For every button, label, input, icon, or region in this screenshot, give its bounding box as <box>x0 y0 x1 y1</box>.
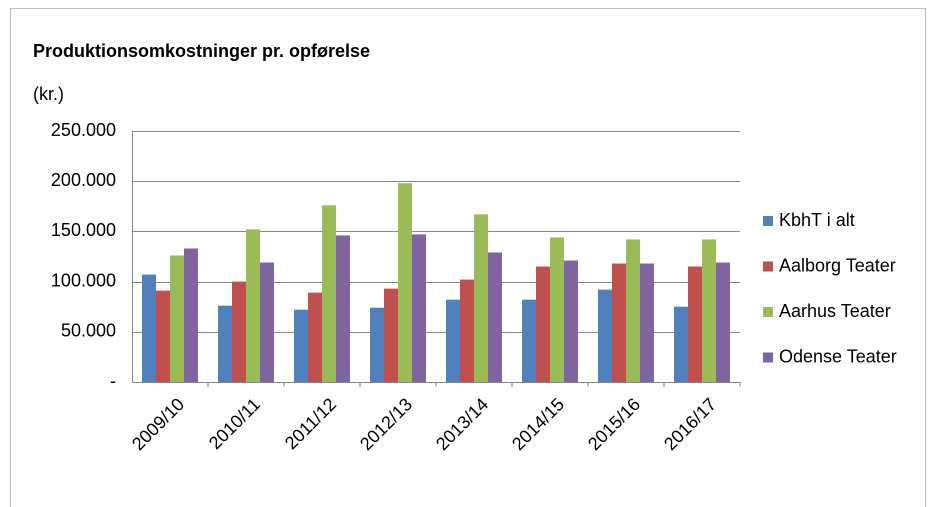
bar <box>184 248 198 382</box>
bar <box>308 292 322 382</box>
bar <box>688 266 702 382</box>
bar <box>370 307 384 382</box>
bar <box>446 299 460 382</box>
bar <box>294 309 308 382</box>
y-tick-label: 150.000 <box>51 220 116 240</box>
legend-swatch <box>763 352 773 363</box>
y-tick-label: 200.000 <box>51 170 116 190</box>
legend-swatch <box>763 261 773 272</box>
bar <box>232 281 246 382</box>
bar <box>598 289 612 382</box>
bar <box>218 305 232 382</box>
legend-label: Odense Teater <box>779 346 897 366</box>
bar <box>384 288 398 382</box>
bar <box>156 290 170 382</box>
legend-label: Aalborg Teater <box>779 255 896 275</box>
bar <box>398 183 412 382</box>
bar <box>674 306 688 382</box>
bar <box>142 274 156 382</box>
bar <box>460 279 474 382</box>
legend-swatch <box>763 216 773 226</box>
bar <box>522 299 536 382</box>
chart-title: Produktionsomkostninger pr. opførelse <box>33 41 370 61</box>
bar <box>640 263 654 382</box>
bar <box>246 229 260 382</box>
y-axis-label: (kr.) <box>33 84 64 104</box>
bar <box>488 252 502 382</box>
y-tick-label: - <box>110 371 116 391</box>
bar <box>412 234 426 382</box>
bar <box>536 266 550 382</box>
legend-swatch <box>763 307 773 317</box>
y-tick-label: 100.000 <box>51 270 116 290</box>
y-tick-label: 250.000 <box>51 120 116 140</box>
bar <box>716 262 730 382</box>
legend-label: Aarhus Teater <box>779 301 891 321</box>
chart-frame <box>10 8 926 507</box>
bar <box>474 214 488 382</box>
bar <box>612 263 626 382</box>
y-tick-label: 50.000 <box>61 321 116 341</box>
legend-label: KbhT i alt <box>779 210 855 230</box>
bar <box>550 237 564 382</box>
bar <box>564 260 578 382</box>
bar <box>260 262 274 382</box>
bar <box>626 239 640 382</box>
bar <box>170 255 184 382</box>
bar <box>702 239 716 382</box>
bar <box>336 235 350 382</box>
bar <box>322 205 336 382</box>
